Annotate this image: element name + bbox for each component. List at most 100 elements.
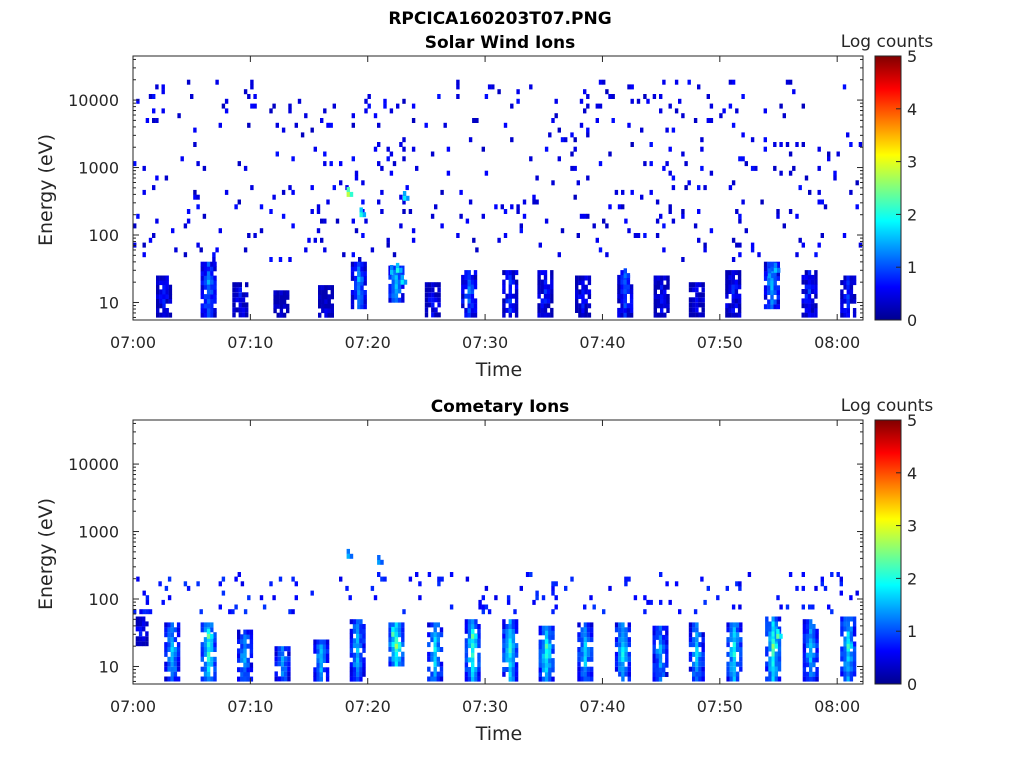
heatmap-cell (532, 194, 536, 200)
heatmap-cell (598, 103, 603, 109)
heatmap-cell (351, 218, 355, 224)
heatmap-cell (540, 298, 544, 304)
heatmap-cell (280, 676, 285, 682)
heatmap-cell (652, 662, 656, 668)
heatmap-cell (136, 98, 140, 104)
heatmap-cell (846, 280, 850, 286)
heatmap-cell (206, 298, 211, 304)
heatmap-cell (247, 595, 251, 601)
heatmap-cell (319, 676, 323, 682)
heatmap-cell (415, 165, 419, 171)
heatmap-cell (773, 299, 777, 305)
heatmap-cell (695, 312, 699, 318)
heatmap-cell (199, 247, 203, 253)
heatmap-cell (161, 108, 165, 114)
heatmap-cell (323, 247, 327, 253)
heatmap-cell (776, 633, 780, 639)
heatmap-cell (427, 622, 431, 628)
heatmap-cell (508, 279, 512, 285)
heatmap-cell (538, 630, 542, 636)
heatmap-cell (684, 161, 688, 167)
heatmap-cell (430, 632, 434, 638)
heatmap-cell (695, 676, 699, 682)
heatmap-cell (380, 576, 384, 582)
heatmap-cell (660, 312, 664, 318)
heatmap-cell (284, 666, 288, 672)
heatmap-cell (590, 651, 594, 657)
heatmap-cell (629, 307, 634, 313)
heatmap-cell (170, 637, 174, 643)
heatmap-cell (411, 103, 416, 109)
heatmap-cell (737, 312, 742, 318)
heatmap-cell (776, 595, 780, 601)
heatmap-cell (330, 294, 334, 300)
x-tick-label: 07:20 (345, 697, 391, 716)
heatmap-cell (757, 252, 761, 258)
heatmap-cell (584, 275, 588, 281)
heatmap-cell (684, 185, 688, 191)
heatmap-cell (666, 303, 670, 309)
heatmap-cell (554, 581, 558, 587)
heatmap-cell (658, 672, 663, 677)
heatmap-cell (551, 667, 555, 673)
heatmap-cell (173, 627, 178, 633)
heatmap-cell (357, 290, 361, 295)
x-tick-label: 07:00 (110, 697, 156, 716)
heatmap-cell (397, 632, 402, 638)
heatmap-cell (692, 642, 696, 648)
heatmap-cell (464, 628, 469, 634)
heatmap-cell (394, 622, 399, 628)
heatmap-cell (397, 622, 402, 628)
heatmap-cell (213, 632, 217, 638)
heatmap-cell (206, 629, 211, 634)
heatmap-cell (508, 643, 512, 649)
heatmap-cell (843, 651, 847, 657)
heatmap-cell (703, 242, 707, 248)
heatmap-cell (814, 252, 818, 258)
heatmap-cell (551, 581, 555, 587)
heatmap-cell (243, 89, 248, 95)
heatmap-cell (164, 642, 168, 648)
heatmap-cell (481, 146, 485, 152)
heatmap-cell (319, 653, 323, 659)
heatmap-cell (503, 233, 508, 238)
heatmap-cell (621, 666, 625, 672)
heatmap-cell (805, 657, 810, 663)
heatmap-cell (170, 651, 174, 657)
heatmap-cell (798, 237, 802, 243)
heatmap-cell (846, 656, 850, 662)
heatmap-cell (279, 299, 284, 305)
heatmap-cell (388, 641, 392, 647)
heatmap-cell (583, 651, 588, 657)
heatmap-cell (630, 98, 634, 104)
heatmap-cell (394, 656, 399, 662)
heatmap-cell (658, 662, 663, 668)
heatmap-cell (388, 622, 392, 628)
heatmap-cell (580, 632, 584, 638)
heatmap-cell (840, 280, 844, 286)
heatmap-cell (814, 270, 818, 276)
heatmap-cell (580, 656, 584, 662)
heatmap-cell (313, 676, 317, 682)
heatmap-cell (508, 676, 512, 682)
heatmap-cell (846, 132, 850, 138)
heatmap-cell (846, 631, 850, 637)
heatmap-cell (465, 218, 470, 224)
heatmap-cell (162, 280, 166, 286)
heatmap-cell (427, 297, 432, 303)
heatmap-cell (626, 312, 631, 318)
heatmap-cell (247, 122, 251, 128)
heatmap-cell (767, 275, 771, 281)
heatmap-cell (142, 242, 146, 248)
heatmap-cell (321, 303, 325, 309)
heatmap-cell (653, 303, 657, 309)
heatmap-cell (804, 298, 809, 304)
heatmap-cell (213, 656, 217, 662)
heatmap-cell (238, 287, 242, 293)
heatmap-cell (688, 637, 693, 643)
heatmap-cell (213, 298, 217, 304)
heatmap-cell (550, 293, 554, 299)
heatmap-cell (734, 270, 739, 276)
heatmap-cell (284, 646, 288, 652)
heatmap-cell (698, 676, 702, 682)
